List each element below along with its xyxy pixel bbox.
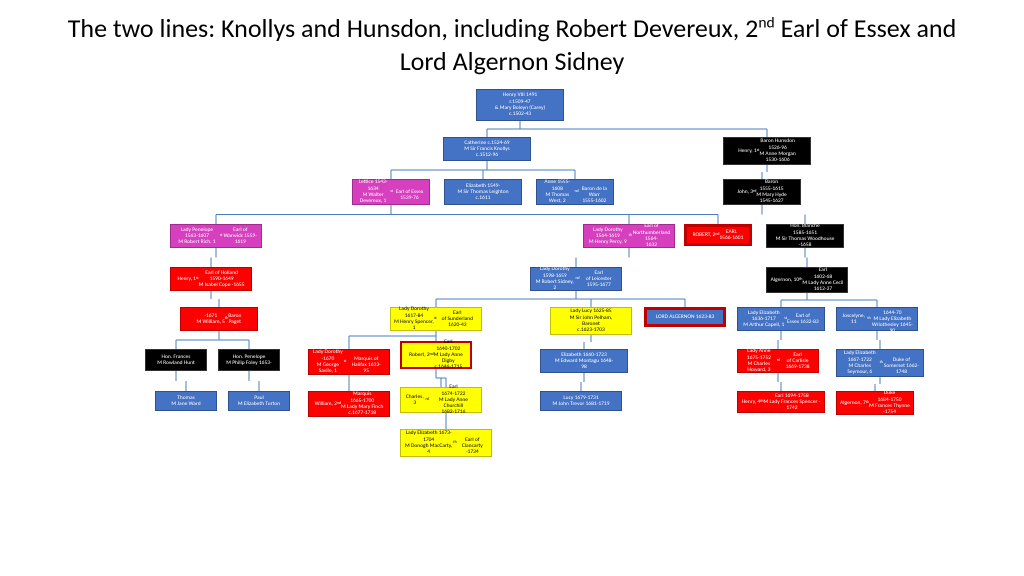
- tree-node: Lady Elizabeth 1673-1704M Donogh MacCart…: [400, 429, 492, 457]
- tree-node: ThomasM Jane Ward: [155, 391, 217, 411]
- page-title: The two lines: Knollys and Hunsdon, incl…: [0, 0, 1024, 81]
- tree-node: PaulM Elizabeth Turton: [228, 391, 290, 411]
- tree-node: William, 2nd Marquis1665-1700M Lady Mary…: [308, 391, 390, 417]
- tree-node: Algernon, 7th Duke1684-1750M Frances Thy…: [836, 391, 914, 415]
- tree-node: Lady Dorothy -1670M George Savile, 1stMa…: [308, 349, 390, 375]
- tree-node: Catherine c.1524-69M Sir Francis Knollys…: [443, 137, 531, 161]
- tree-node: Lady Elizabeth1636-1717M Arthur Capell, …: [737, 307, 825, 331]
- tree-node: John, 3rd Baron1555-1615M Mary Hyde1545-…: [723, 179, 801, 205]
- tree-node: Robert, 2nd Earl1640-1702M Lady AnneDigb…: [400, 341, 472, 369]
- tree-node: Lucy 1679-1731M John Trevor 1681-1719: [540, 391, 622, 411]
- tree-node: Joscelyne, 11th Earl1644-70M Lady Elizab…: [836, 307, 918, 331]
- tree-node: Lady Elizabeth 1667-1722M Charles Seymou…: [836, 349, 924, 377]
- tree-node: Elizabeth 1660-1723M Edward Montagu 1648…: [540, 349, 628, 373]
- tree-node: Hon. PenelopeM Philip Foley 1653-: [218, 349, 280, 371]
- tree-node: Lady Lucy 1625-85M Sir John Pelham,Baron…: [550, 307, 632, 335]
- tree-node: Henry, 1st Baron Hunsdon1526-96M Anne Mo…: [723, 137, 811, 165]
- tree-node: Hon. FrancesM Rowland Hunt: [145, 349, 207, 371]
- tree-node: -1671M William, 5th BaronPaget: [180, 307, 258, 331]
- tree-node: Lady Anne 1675-1752M Charles Howard, 3rd…: [737, 349, 819, 373]
- tree-node: Henry VIII 1491r.1509-47& Mary Boleyn (C…: [476, 89, 564, 121]
- family-tree-diagram: Henry VIII 1491r.1509-47& Mary Boleyn (C…: [0, 81, 1024, 541]
- tree-node: Algernon, 10th Earl1602-68M Lady Anne Ce…: [766, 267, 848, 293]
- tree-node: Henry, 1st Earl of Holland1590-1649M Isa…: [170, 267, 252, 291]
- tree-node: LORD ALGERNON 1623-83: [644, 307, 726, 327]
- tree-node: Charles, 3rd Earl1674-1722M Lady Anne Ch…: [400, 387, 482, 413]
- tree-node: Lettice 1543-1634M Walter Devereux, 1stE…: [352, 179, 430, 205]
- tree-node: ROBERT, 2nd EARL1566-1601: [684, 224, 752, 246]
- tree-node: Henry, 4th Earl 1694-1758M Lady Frances …: [737, 391, 825, 413]
- tree-node: Lady Dorothy 1598-1659M Robert Sidney, 2…: [530, 267, 622, 291]
- title-text: The two lines: Knollys and Hunsdon, incl…: [68, 12, 957, 77]
- tree-node: Lady Dorothy 1564-1619M Henry Percy, 9th…: [583, 224, 675, 248]
- tree-node: Anne 1555-1608M Thomas West, 2ndBaron de…: [536, 179, 614, 205]
- tree-node: Hon. Blanche1585-1651M Sir Thomas Woodho…: [766, 224, 844, 248]
- tree-node: Lady Penelope 1563-1607M Robert Rich, 1s…: [170, 224, 262, 248]
- tree-node: Elizabeth 1549-M Sir Thomas Leightonc.16…: [444, 179, 522, 205]
- tree-node: Lady Dorothy 1617-84M Henry Spencer, 1st…: [390, 307, 482, 331]
